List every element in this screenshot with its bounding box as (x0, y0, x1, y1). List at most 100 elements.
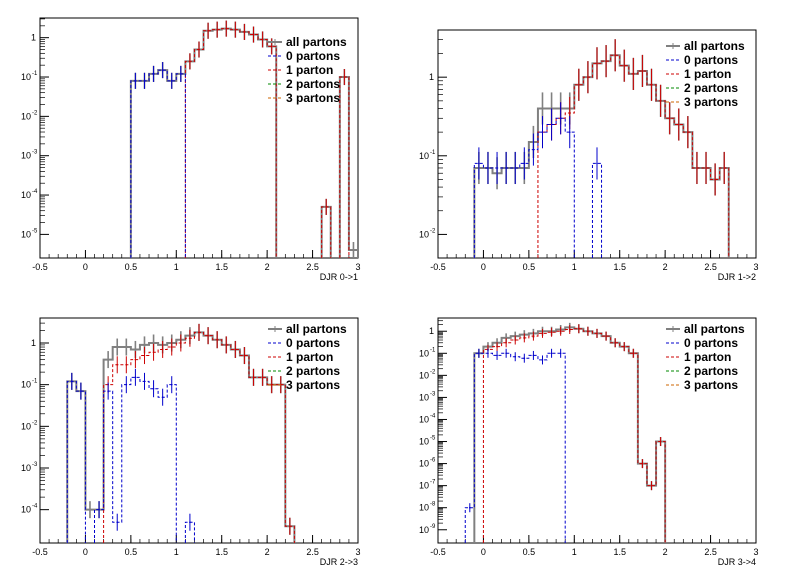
data-point (143, 344, 146, 346)
data-point (550, 123, 553, 126)
data-point (550, 352, 553, 355)
data-point (198, 331, 200, 334)
data-point (532, 354, 535, 357)
data-point (559, 330, 562, 333)
series-0-partons (473, 102, 603, 258)
y-tick-label: 10 (419, 525, 429, 535)
data-point (514, 339, 517, 341)
y-tick-label: 10 (21, 380, 31, 390)
series-step-line (473, 117, 603, 258)
x-tick-label: 0 (83, 262, 88, 272)
legend-label: 3 partons (286, 378, 340, 392)
plot-frame (437, 317, 757, 544)
data-point (505, 352, 507, 355)
data-point (161, 69, 164, 71)
data-point (541, 131, 544, 133)
x-tick-label: 2.5 (306, 262, 319, 272)
y-tick-label: 10 (21, 505, 31, 515)
data-point (587, 76, 589, 78)
x-tick-label: 2 (663, 547, 668, 557)
data-point (270, 383, 273, 386)
y-tick-label: 10 (419, 481, 429, 491)
x-tick-label: 1.5 (215, 262, 228, 272)
data-point (116, 521, 119, 524)
data-point (80, 390, 82, 392)
data-point (261, 38, 264, 41)
y-tick-label: 10 (419, 414, 429, 424)
data-point (289, 525, 291, 528)
data-point (252, 33, 255, 36)
data-point (134, 80, 137, 82)
x-axis-label: DJR 2->3 (320, 557, 358, 567)
data-point (568, 328, 571, 331)
data-point (623, 64, 626, 67)
x-tick-label: 2.5 (704, 262, 717, 272)
y-tick-label: 1 (31, 338, 36, 348)
data-point (125, 363, 128, 366)
y-tick-exponent: -2 (430, 369, 436, 375)
x-tick-label: 1.5 (613, 262, 626, 272)
data-point (143, 80, 146, 82)
data-point (98, 508, 100, 511)
y-tick-label: 1 (429, 326, 434, 336)
series-0-partons (66, 368, 195, 543)
y-tick-exponent: -2 (32, 420, 38, 426)
legend-label: all partons (684, 322, 745, 336)
series-0-partons (130, 62, 186, 258)
legend-label: all partons (286, 35, 347, 49)
data-point (641, 462, 644, 465)
x-axis-label: DJR 1->2 (718, 272, 756, 282)
data-point (587, 330, 589, 333)
y-tick-label: 1 (31, 33, 36, 43)
data-point (659, 100, 662, 102)
y-tick-label: 10 (21, 229, 31, 239)
data-point (541, 332, 544, 335)
data-point (523, 357, 526, 359)
data-point (180, 73, 182, 75)
data-point (614, 54, 616, 57)
data-point (107, 358, 109, 361)
data-point (170, 346, 173, 348)
x-tick-label: -0.5 (32, 547, 48, 557)
data-point (270, 45, 273, 48)
data-point (496, 167, 498, 169)
x-tick-label: 2 (265, 547, 270, 557)
legend-label: 0 partons (684, 336, 738, 350)
data-point (352, 249, 355, 251)
data-point (478, 162, 480, 165)
legend-label: 2 partons (684, 364, 738, 378)
data-point (134, 376, 137, 379)
data-point (505, 341, 507, 344)
x-tick-label: 1 (572, 547, 577, 557)
data-point (170, 80, 173, 82)
data-point (161, 348, 164, 351)
data-point (659, 440, 662, 443)
data-point (532, 148, 535, 151)
y-tick-exponent: -1 (430, 347, 436, 353)
y-tick-label: 10 (21, 463, 31, 473)
y-tick-exponent: -2 (430, 228, 436, 234)
x-axis-label: DJR 0->1 (320, 272, 358, 282)
data-point (116, 363, 119, 366)
data-point (714, 178, 716, 181)
data-point (705, 167, 707, 169)
data-point (107, 390, 109, 392)
data-point (559, 352, 562, 355)
x-tick-label: 2 (265, 262, 270, 272)
data-point (487, 352, 489, 355)
legend-label: 1 parton (684, 350, 731, 364)
data-point (243, 354, 246, 357)
series-step-line (482, 328, 666, 543)
legend-label: 3 partons (684, 378, 738, 392)
y-tick-label: 10 (419, 392, 429, 402)
data-point (578, 327, 580, 330)
y-tick-label: 10 (419, 229, 429, 239)
y-tick-label: 10 (21, 190, 31, 200)
y-tick-label: 10 (419, 503, 429, 513)
series-all-partons (473, 322, 667, 543)
